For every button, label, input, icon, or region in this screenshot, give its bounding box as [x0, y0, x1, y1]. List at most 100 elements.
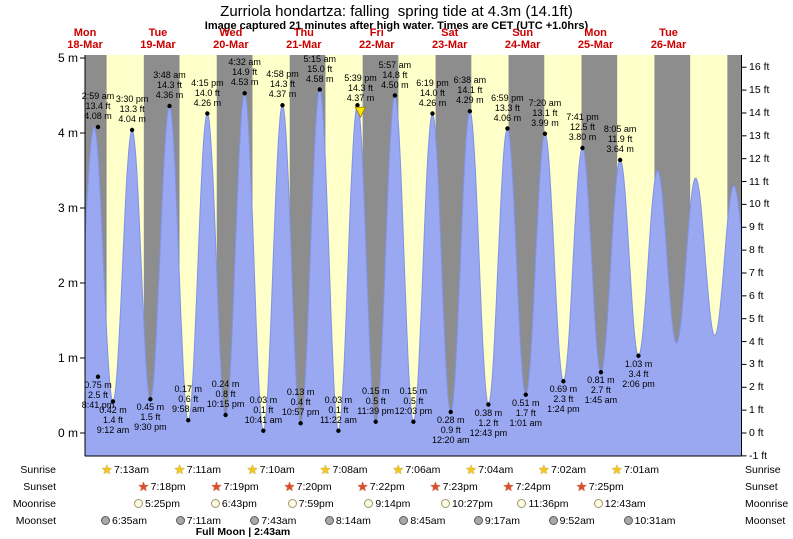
- low-tide-dot: [598, 370, 604, 375]
- day-label: Sat 23-Mar: [431, 27, 468, 51]
- y-axis-label-ft: 1 ft: [749, 404, 764, 417]
- low-tide-dot: [186, 418, 191, 423]
- moonset-circle-icon: [100, 516, 110, 525]
- high-tide-label: 3:30 pm 13.3 ft 4.04 m: [115, 94, 149, 124]
- sunrise-time: 7:01am: [623, 464, 659, 476]
- low-tide-dot: [148, 397, 153, 402]
- sunrise-star-icon: ★: [610, 462, 623, 477]
- sunrise-star-icon: ★: [319, 462, 332, 477]
- low-tide-label: 0.15 m 0.5 ft 11:39 pm: [357, 385, 395, 416]
- y-axis-label-ft: 15 ft: [749, 84, 770, 97]
- y-axis-label-ft: 4 ft: [749, 335, 764, 348]
- astro-row-label: Moonset: [15, 515, 56, 527]
- sunrise-time: 7:08am: [332, 464, 368, 476]
- high-tide-label: 3:48 am 14.3 ft 4.36 m: [153, 70, 186, 100]
- high-tide-dot: [205, 111, 210, 116]
- moonrise-time: 6:43pm: [221, 498, 257, 510]
- sunrise-time: 7:06am: [405, 464, 441, 476]
- y-axis-label-ft: 12 ft: [749, 152, 770, 165]
- low-tide-dot: [561, 379, 566, 384]
- chart-subtitle: Image captured 21 minutes after high wat…: [204, 20, 589, 32]
- high-tide-dot: [280, 103, 285, 108]
- y-axis-label-ft: 5 ft: [749, 312, 764, 325]
- astro-row-label: Sunrise: [20, 464, 56, 476]
- moonset-circle-icon: [473, 516, 483, 525]
- y-axis-label-ft: 11 ft: [749, 175, 769, 188]
- high-tide-dot: [129, 127, 135, 133]
- y-axis-label-ft: 8 ft: [749, 244, 764, 257]
- low-tide-label: 0.45 m 1.5 ft 9:30 pm: [134, 402, 167, 433]
- low-tide-label: 0.75 m 2.5 ft 8:41 pm: [81, 379, 115, 410]
- astro-row-label: Sunset: [23, 481, 56, 493]
- sunrise-star-icon: ★: [173, 462, 186, 477]
- high-tide-dot: [542, 131, 548, 136]
- moonrise-time: 12:43am: [604, 498, 646, 510]
- high-tide-dot: [580, 145, 585, 151]
- y-axis-label-m: 4 m: [57, 126, 78, 140]
- moonrise-time: 11:36pm: [528, 498, 569, 510]
- y-axis-label-m: 5 m: [57, 51, 78, 65]
- sunset-time: 7:24pm: [515, 481, 551, 493]
- astro-row-label: Moonrise: [745, 498, 789, 510]
- moonset-circle-icon: [324, 516, 334, 525]
- moonset-time: 6:35am: [111, 515, 148, 527]
- high-tide-dot: [167, 103, 172, 109]
- high-tide-label: 8:05 am 11.9 ft 3.64 m: [603, 124, 637, 154]
- full-moon-label: Full Moon | 2:43am: [195, 526, 291, 538]
- y-axis-label-m: 1 m: [57, 351, 78, 365]
- day-label: Tue 19-Mar: [140, 27, 176, 51]
- high-tide-dot: [430, 111, 435, 116]
- high-tide-label: 6:38 am 14.1 ft 4.29 m: [453, 75, 487, 106]
- low-tide-label: 0.03 m 0.1 ft 10:41 am: [244, 394, 283, 425]
- moonrise-circle-icon: [593, 499, 603, 508]
- moonset-circle-icon: [623, 516, 633, 525]
- day-label: Mon 25-Mar: [577, 27, 614, 51]
- high-tide-label: 4:58 pm 14.3 ft 4.37 m: [266, 69, 299, 100]
- low-tide-label: 0.38 m 1.2 ft 12:43 pm: [469, 407, 508, 438]
- sunset-time: 7:23pm: [442, 481, 478, 493]
- high-tide-label: 5:15 am 15.0 ft 4.58 m: [303, 53, 337, 84]
- high-tide-dot: [505, 126, 510, 131]
- sunset-star-icon: ★: [283, 479, 296, 494]
- moonset-time: 9:17am: [484, 515, 520, 527]
- low-tide-dot: [336, 428, 341, 433]
- high-tide-label: 6:19 pm 14.0 ft 4.26 m: [416, 77, 449, 108]
- y-axis-label-m: 3 m: [57, 201, 78, 215]
- sunset-star-icon: ★: [210, 479, 223, 494]
- moonrise-time: 9:14pm: [375, 498, 411, 510]
- y-axis-label-ft: 13 ft: [749, 129, 770, 142]
- sunset-time: 7:18pm: [150, 481, 186, 493]
- moonrise-circle-icon: [441, 499, 450, 508]
- sunrise-star-icon: ★: [465, 462, 477, 477]
- sunset-time: 7:22pm: [369, 481, 405, 493]
- day-label: Wed 20-Mar: [213, 27, 249, 51]
- high-tide-label: 4:15 pm 14.0 ft 4.26 m: [191, 77, 224, 108]
- astro-row-label: Sunrise: [745, 464, 781, 476]
- low-tide-dot: [298, 421, 303, 426]
- moonrise-time: 7:59pm: [298, 498, 334, 510]
- sunset-time: 7:20pm: [296, 481, 332, 493]
- moonset-time: 10:31am: [634, 515, 676, 527]
- low-tide-label: 0.24 m 0.8 ft 10:15 pm: [206, 379, 245, 409]
- day-label: Mon 18-Mar: [67, 27, 103, 51]
- moonrise-time: 10:27pm: [452, 498, 493, 510]
- astro-row-label: Moonset: [745, 515, 786, 527]
- low-tide-dot: [110, 399, 116, 404]
- moonset-time: 8:45am: [410, 515, 446, 527]
- low-tide-label: 0.81 m 2.7 ft 1:45 am: [584, 375, 618, 406]
- sunset-time: 7:19pm: [223, 481, 259, 493]
- high-tide-dot: [95, 124, 101, 130]
- high-tide-label: 5:57 am 14.8 ft 4.50 m: [378, 59, 412, 90]
- sunrise-star-icon: ★: [246, 462, 259, 477]
- moonset-circle-icon: [175, 516, 185, 525]
- sunrise-star-icon: ★: [538, 462, 550, 477]
- moonset-circle-icon: [399, 516, 409, 525]
- axis-lines: [84, 55, 742, 457]
- sunset-star-icon: ★: [356, 479, 369, 494]
- y-axis-label-ft: 16 ft: [749, 61, 770, 74]
- high-tide-label: 4:32 am 14.9 ft 4.53 m: [228, 57, 261, 88]
- moonrise-circle-icon: [517, 499, 527, 508]
- low-tide-label: 0.42 m 1.4 ft 9:12 am: [96, 404, 130, 435]
- moonrise-circle-icon: [133, 499, 143, 508]
- low-tide-dot: [411, 419, 416, 424]
